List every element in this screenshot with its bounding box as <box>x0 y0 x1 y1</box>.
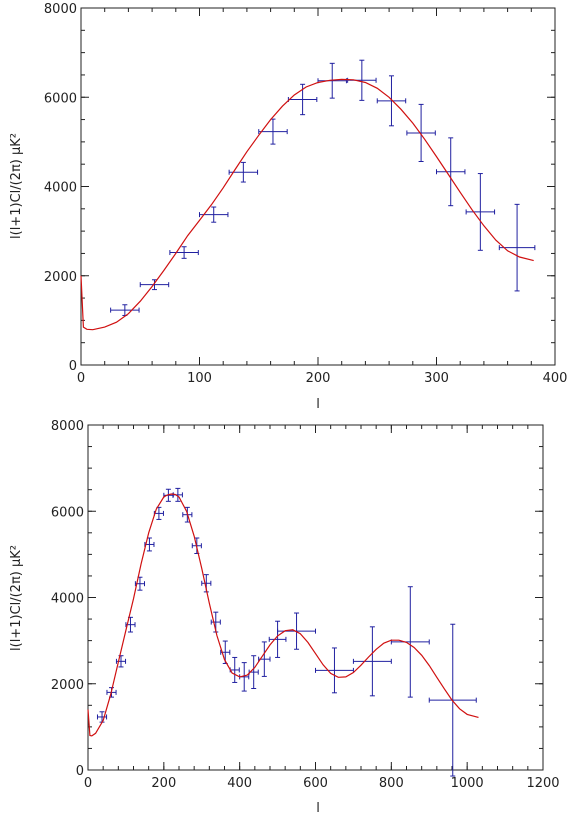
top-plot-data-point <box>465 173 496 251</box>
top-plot-y-tick-label: 0 <box>69 359 77 374</box>
bottom-plot-x-tick-label: 1200 <box>526 776 559 791</box>
bottom-plot-x-tick-label: 400 <box>227 776 252 791</box>
bottom-plot-y-tick-label: 8000 <box>51 419 84 434</box>
bottom-plot-x-tick-label: 0 <box>84 776 92 791</box>
bottom-plot-tick-labels: 0 200 400 600 800 1000 1200 0 2000 4000 6000 8000 <box>51 419 560 791</box>
bottom-plot-data-point <box>258 641 271 677</box>
top-plot-x-tick-label: 100 <box>187 371 212 386</box>
top-plot-data-point <box>169 246 199 259</box>
top-plot-data-point <box>258 118 288 145</box>
bottom-plot-marks <box>87 487 479 777</box>
bottom-plot-ticks <box>87 424 544 771</box>
bottom-plot-y-tick-label: 2000 <box>51 678 84 693</box>
bottom-plot-x-tick-label: 1000 <box>451 776 484 791</box>
bottom-plot-y-tick-label: 6000 <box>51 505 84 520</box>
top-plot-y-tick-label: 8000 <box>44 2 77 17</box>
top-plot-frame <box>80 7 556 366</box>
top-plot-ticks <box>80 7 556 366</box>
top-plot-data-point <box>376 75 407 127</box>
bottom-plot-y-tick-label: 4000 <box>51 592 84 607</box>
top-plot-x-tick-label: 400 <box>543 371 568 386</box>
top-plot-y-tick-label: 4000 <box>44 181 77 196</box>
top-plot-x-tick-label: 200 <box>306 371 331 386</box>
bottom-plot-x-axis-label: l <box>316 801 320 816</box>
top-plot-x-tick-label: 0 <box>77 371 85 386</box>
top-plot-y-tick-label: 2000 <box>44 270 77 285</box>
bottom-plot-data-point <box>315 647 354 694</box>
bottom-plot-x-tick-label: 800 <box>379 776 404 791</box>
bottom-plot-panel: 0 200 400 600 800 1000 1200 0 2000 4000 6000 8000 l… <box>9 419 560 816</box>
bottom-plot-data-point <box>229 656 240 683</box>
bottom-plot-x-tick-label: 600 <box>303 776 328 791</box>
bottom-plot-x-tick-label: 200 <box>151 776 176 791</box>
bottom-plot-frame <box>87 424 544 771</box>
top-plot-data-point <box>139 279 170 291</box>
top-plot-data-point <box>498 203 536 292</box>
top-plot-marks <box>80 59 536 331</box>
bottom-plot-data-point <box>248 655 259 689</box>
bottom-plot-model-curve <box>87 493 479 737</box>
bottom-plot-data-point <box>390 586 430 698</box>
top-plot-y-tick-label: 6000 <box>44 91 77 106</box>
top-plot-data-point <box>406 103 436 163</box>
top-plot-data-point <box>436 137 466 207</box>
top-plot-data-point <box>317 62 347 99</box>
bottom-plot-y-tick-label: 0 <box>76 764 84 779</box>
bottom-plot-data-point <box>268 620 287 658</box>
bottom-plot-y-axis-label: l(l+1)Cl/(2π) μK² <box>9 545 24 651</box>
bottom-plot-data-point <box>153 506 164 520</box>
top-plot-y-axis-label: l(l+1)Cl/(2π) μK² <box>9 133 24 239</box>
top-plot-model-curve <box>80 78 534 331</box>
top-plot-data-point <box>110 304 140 316</box>
top-plot-x-axis-label: l <box>316 397 320 412</box>
bottom-plot-data-point <box>352 626 392 697</box>
top-plot-x-tick-label: 300 <box>424 371 449 386</box>
